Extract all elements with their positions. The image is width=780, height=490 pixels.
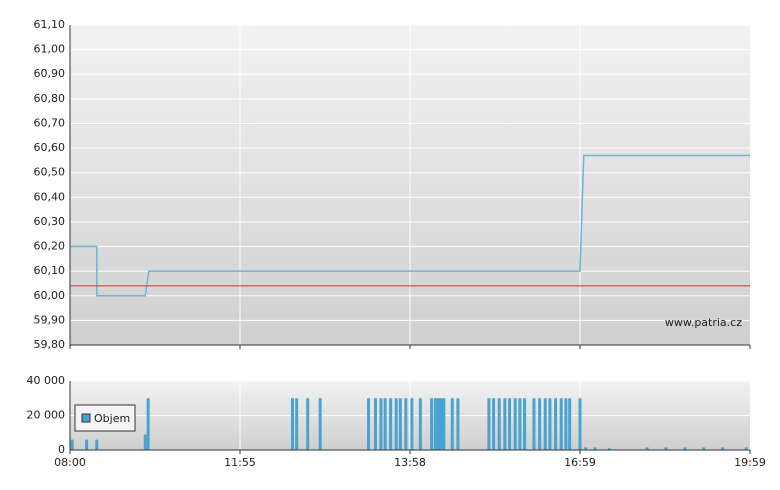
y-tick-label: 59,80 <box>34 338 66 351</box>
volume-bar <box>85 439 89 450</box>
volume-bar <box>439 398 443 450</box>
y-tick-label: 60,60 <box>34 141 66 154</box>
x-tick-label: 11:55 <box>224 456 256 469</box>
volume-bar <box>442 398 446 450</box>
volume-bar <box>518 398 522 450</box>
volume-bar <box>543 398 547 450</box>
y-tick-label: 60,00 <box>34 289 66 302</box>
volume-bar <box>538 398 542 450</box>
legend-label: Objem <box>94 412 130 425</box>
y-tick-label: 61,00 <box>34 43 66 56</box>
y-tick-label: 40 000 <box>27 374 66 387</box>
volume-bar <box>404 398 408 450</box>
volume-bar <box>702 447 706 450</box>
volume-bar <box>410 398 414 450</box>
y-tick-label: 60,20 <box>34 240 66 253</box>
volume-bar <box>645 447 649 450</box>
y-tick-label: 61,10 <box>34 18 66 31</box>
volume-bar <box>554 398 558 450</box>
volume-bar <box>436 398 440 450</box>
volume-bar <box>394 398 398 450</box>
volume-bar <box>433 398 437 450</box>
volume-bar <box>548 398 552 450</box>
volume-bar <box>418 398 422 450</box>
y-tick-label: 60,30 <box>34 215 66 228</box>
volume-bar <box>744 447 748 450</box>
volume-bar <box>664 447 668 450</box>
volume-bar <box>95 439 99 450</box>
volume-bar <box>456 398 460 450</box>
volume-bar <box>143 434 147 450</box>
y-tick-label: 20 000 <box>27 409 66 422</box>
volume-bar <box>683 447 687 450</box>
volume-bar <box>508 398 512 450</box>
y-tick-label: 60,80 <box>34 92 66 105</box>
volume-bar <box>559 398 563 450</box>
volume-bar <box>291 398 295 450</box>
volume-bar <box>146 398 150 450</box>
volume-bar <box>513 398 517 450</box>
legend-swatch <box>81 413 91 423</box>
volume-bar <box>564 398 568 450</box>
volume-bar <box>532 398 536 450</box>
volume-bar <box>721 447 725 450</box>
volume-bar <box>295 398 299 450</box>
volume-bar <box>568 398 572 450</box>
volume-bar <box>450 398 454 450</box>
volume-bar <box>398 398 402 450</box>
volume-bar <box>523 398 527 450</box>
y-tick-label: 0 <box>58 443 65 456</box>
y-tick-label: 60,10 <box>34 264 66 277</box>
watermark: www.patria.cz <box>665 316 742 329</box>
volume-bar <box>430 398 434 450</box>
x-tick-label: 19:59 <box>734 456 766 469</box>
volume-bar <box>578 398 582 450</box>
volume-bar <box>379 398 383 450</box>
volume-bar <box>389 398 393 450</box>
volume-bar <box>383 398 387 450</box>
y-tick-label: 60,50 <box>34 166 66 179</box>
volume-bar <box>70 439 74 450</box>
y-tick-label: 59,90 <box>34 313 66 326</box>
volume-bar <box>593 447 597 450</box>
y-tick-label: 60,90 <box>34 67 66 80</box>
volume-bar <box>367 398 371 450</box>
x-tick-label: 16:59 <box>564 456 596 469</box>
x-tick-label: 13:58 <box>394 456 426 469</box>
volume-bar <box>607 448 611 450</box>
volume-bar <box>318 398 322 450</box>
volume-bar <box>373 398 377 450</box>
y-tick-label: 60,40 <box>34 190 66 203</box>
y-tick-label: 60,70 <box>34 116 66 129</box>
volume-bar <box>503 398 507 450</box>
volume-bar <box>487 398 491 450</box>
volume-bar <box>306 398 310 450</box>
volume-bar <box>584 447 588 450</box>
volume-bar <box>492 398 496 450</box>
x-tick-label: 08:00 <box>54 456 86 469</box>
volume-bar <box>497 398 501 450</box>
